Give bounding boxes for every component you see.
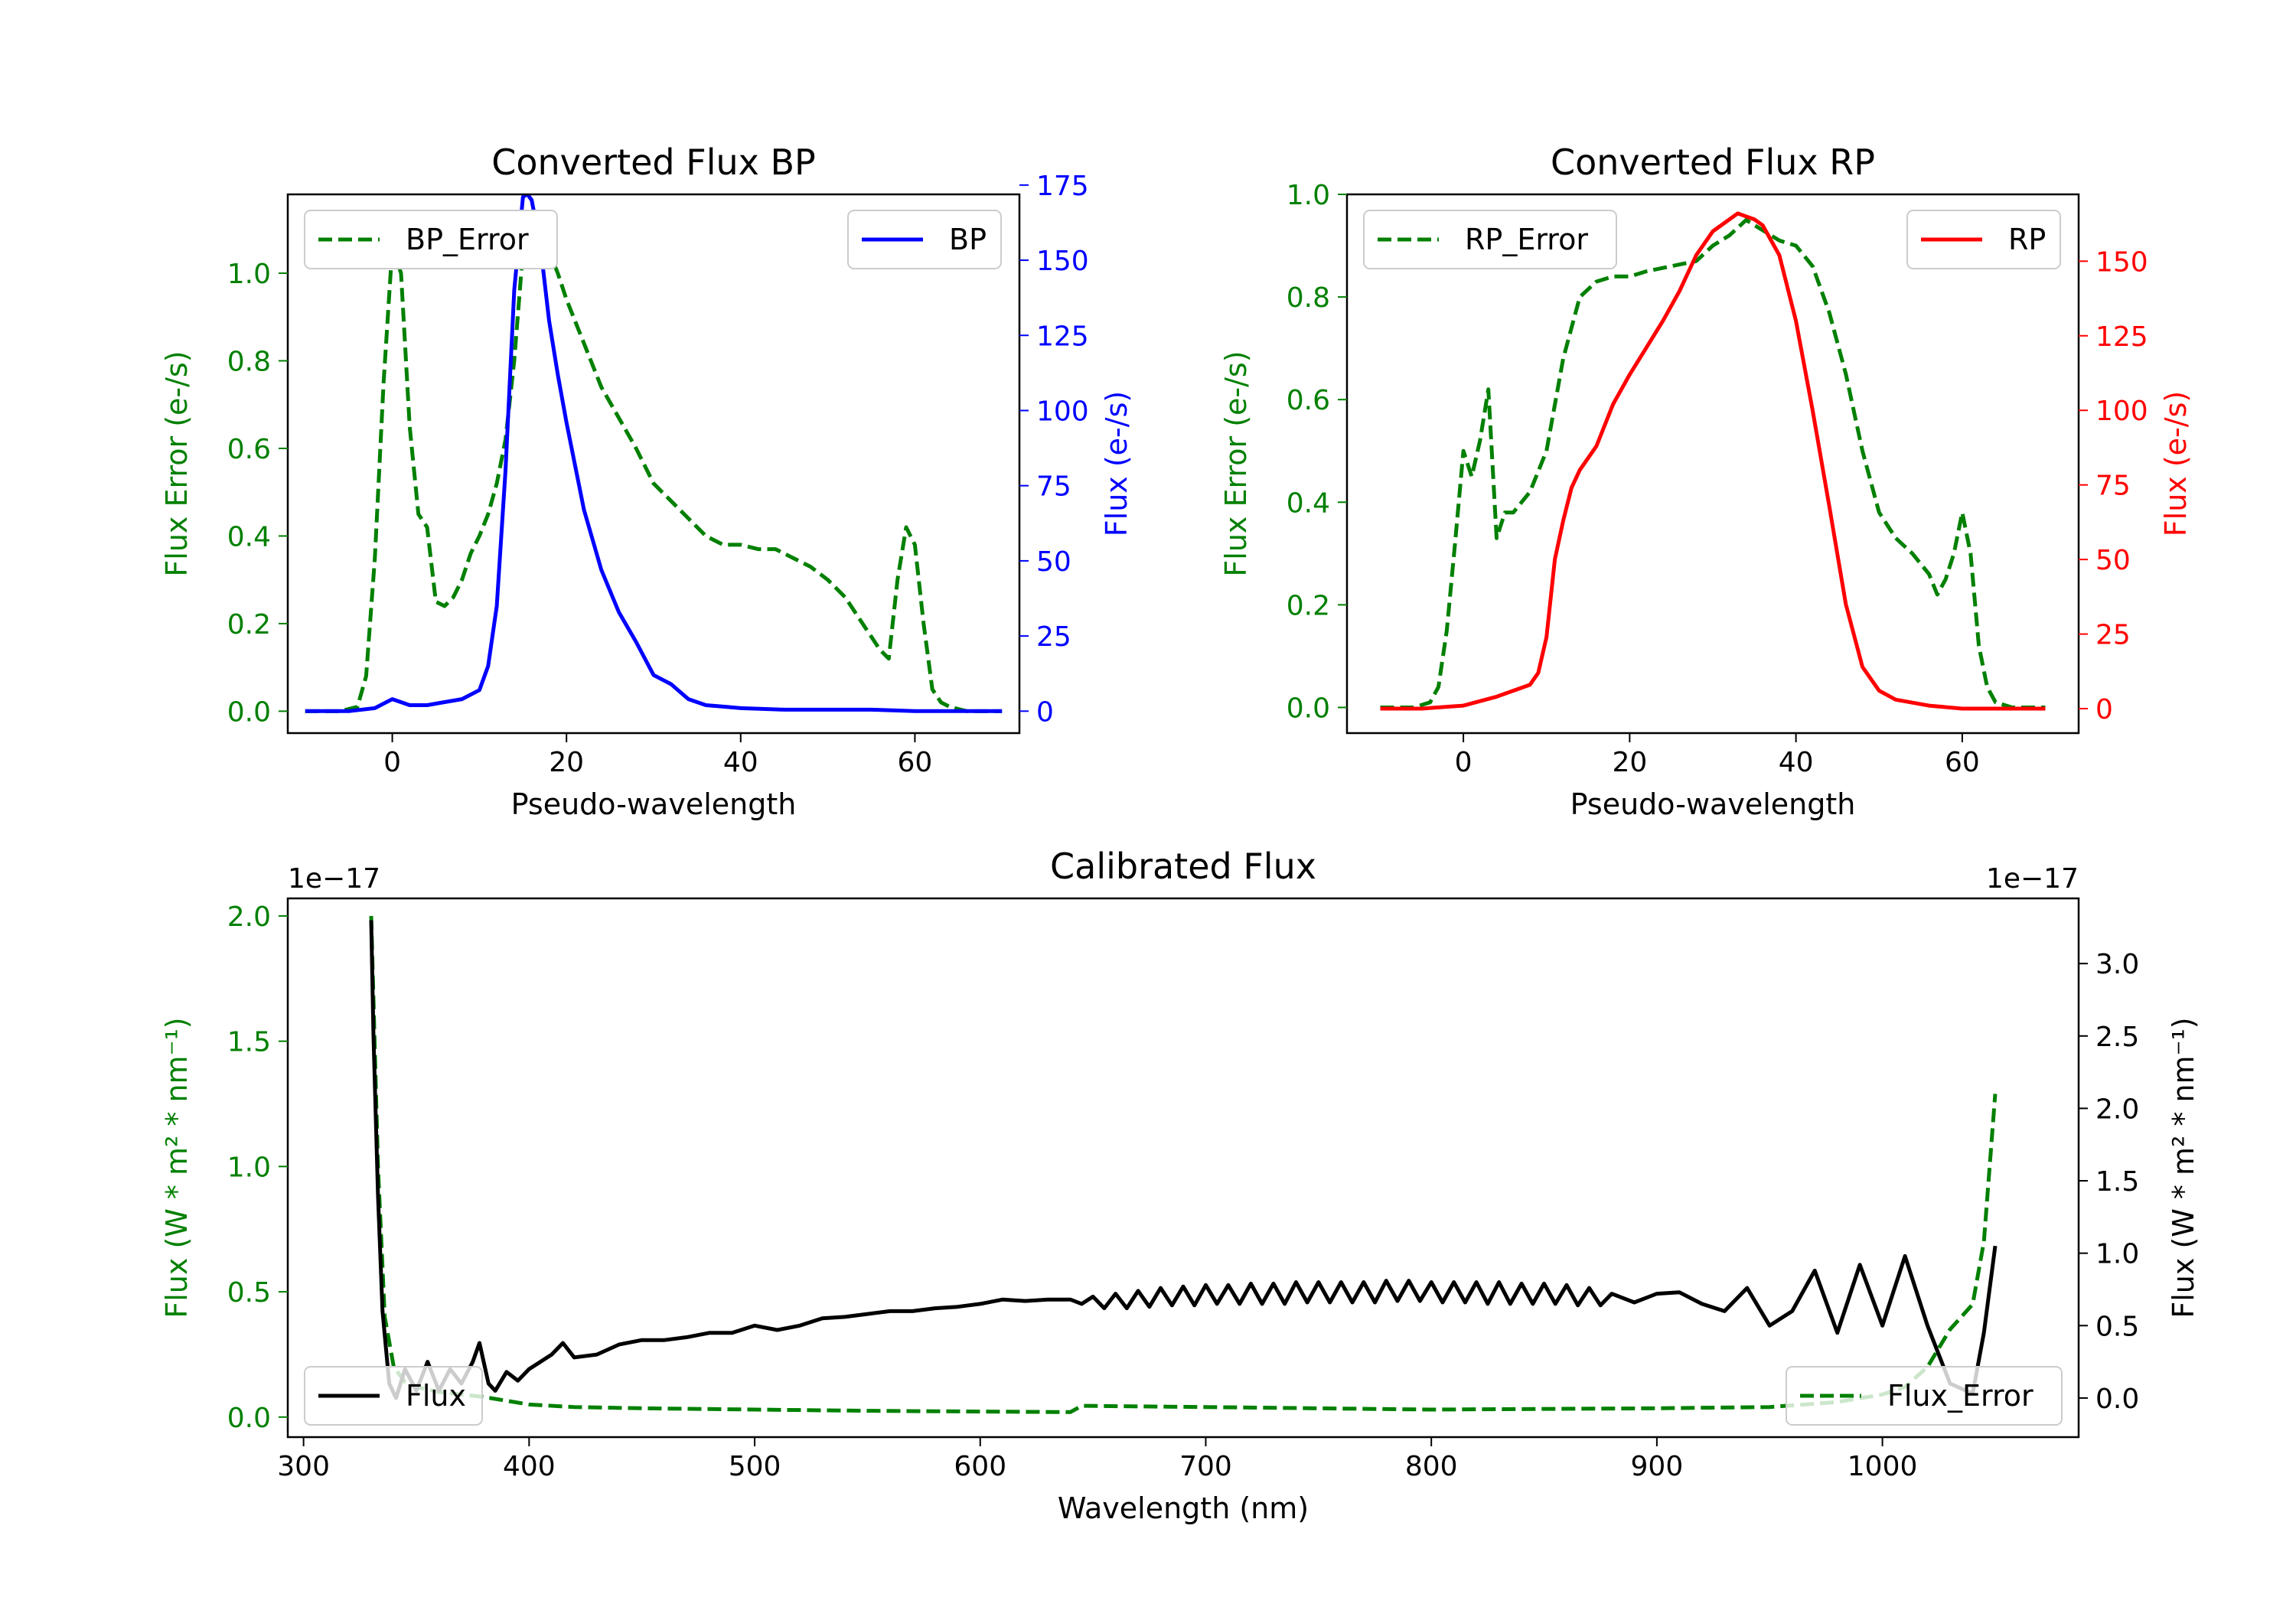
- y-left-tick-label: 0.4: [1287, 487, 1330, 519]
- y-left-axis-label: Flux Error (e-/s): [1219, 350, 1253, 576]
- legend-box: [304, 210, 558, 269]
- y-left-tick-label: 0.0: [1287, 693, 1330, 724]
- x-tick-label: 500: [729, 1451, 781, 1482]
- series-line-bp: [305, 194, 1003, 713]
- x-tick-label: 700: [1179, 1451, 1232, 1482]
- chart-title: Converted Flux RP: [1551, 142, 1875, 183]
- y-right-tick-label: 100: [2095, 396, 2148, 427]
- x-tick-label: 600: [954, 1451, 1006, 1482]
- y-left-tick-label: 0.0: [227, 1403, 271, 1434]
- x-tick-label: 0: [1455, 747, 1473, 778]
- plot-frame: [286, 897, 2080, 1439]
- y-right-tick-label: 2.0: [2095, 1094, 2139, 1125]
- y-right-axis-label: Flux (e-/s): [1100, 391, 1133, 536]
- x-tick-label: 0: [383, 747, 401, 778]
- x-tick-label: 400: [503, 1451, 556, 1482]
- legend-box: [1363, 210, 1617, 269]
- legend-bp: BP: [847, 210, 1002, 269]
- legend-label: Flux: [406, 1379, 466, 1413]
- x-tick-label: 300: [277, 1451, 330, 1482]
- y-left-tick-label: 0.4: [227, 521, 271, 553]
- y-right-tick-label: 125: [2095, 321, 2148, 353]
- x-tick-label: 60: [1945, 747, 1980, 778]
- y-left-offset-label: 1e−17: [288, 863, 380, 895]
- y-left-tick-label: 1.0: [1287, 180, 1330, 211]
- y-left-tick-label: 0.8: [1287, 282, 1330, 314]
- chart-title: Converted Flux BP: [491, 142, 816, 183]
- y-right-tick-label: 50: [1036, 546, 1071, 578]
- legend-label: RP: [2008, 223, 2046, 256]
- legend-label: Flux_Error: [1887, 1379, 2033, 1413]
- y-right-tick-label: 25: [1036, 621, 1071, 653]
- y-left-tick-label: 0.2: [227, 609, 271, 641]
- y-right-tick-label: 125: [1036, 321, 1089, 352]
- legend-flux: Flux: [304, 1366, 483, 1426]
- legend-box: [1906, 210, 2061, 269]
- y-right-tick-label: 25: [2095, 620, 2131, 651]
- legend-label: BP_Error: [406, 223, 529, 256]
- y-right-tick-label: 150: [2095, 246, 2148, 278]
- x-tick-label: 40: [1779, 747, 1814, 778]
- legend-label: RP_Error: [1465, 223, 1588, 256]
- y-right-offset-label: 1e−17: [1986, 863, 2079, 895]
- series-line-bp-error: [305, 232, 1003, 713]
- x-tick-label: 900: [1631, 1451, 1684, 1482]
- y-right-tick-label: 100: [1036, 396, 1089, 427]
- chart-calibrated: 300 400 500 600 700 800 900 1000 0.0 0.5 1.0 1.5 2.0…: [160, 846, 2200, 1525]
- y-left-tick-label: 0.5: [227, 1277, 271, 1309]
- y-left-tick-label: 1.0: [227, 1152, 271, 1183]
- y-right-axis-label: Flux (W * m² * nm⁻¹): [2167, 1017, 2200, 1318]
- y-left-tick-label: 0.6: [1287, 385, 1330, 416]
- y-right-tick-label: 2.5: [2095, 1022, 2139, 1053]
- y-right-axis-label: Flux (e-/s): [2159, 391, 2193, 536]
- x-tick-label: 1000: [1848, 1451, 1918, 1482]
- legend-bp-error: BP_Error: [304, 210, 558, 269]
- y-left-tick-label: 0.6: [227, 434, 271, 465]
- legend-box: [847, 210, 1002, 269]
- x-tick-label: 20: [1612, 747, 1647, 778]
- plot-frame: [286, 193, 1021, 735]
- y-left-tick-label: 2.0: [227, 901, 271, 933]
- series-line-rp-error: [1380, 218, 2046, 709]
- plot-frame: [1345, 193, 2080, 735]
- y-left-tick-label: 0.8: [227, 346, 271, 377]
- y-right-tick-label: 1.5: [2095, 1166, 2139, 1198]
- x-axis-label: Pseudo-wavelength: [511, 787, 797, 821]
- legend-rp-error: RP_Error: [1363, 210, 1617, 269]
- chart-rp: 0 20 40 60 0.0 0.2 0.4 0.6 0.8 1.0 0 25 50 75 100 125 15…: [1219, 142, 2193, 821]
- y-right-tick-label: 3.0: [2095, 949, 2139, 980]
- x-axis-label: Pseudo-wavelength: [1570, 787, 1856, 821]
- y-left-axis-label: Flux Error (e-/s): [160, 350, 194, 576]
- chart-title: Calibrated Flux: [1050, 846, 1316, 887]
- y-left-tick-label: 1.0: [227, 259, 271, 290]
- y-right-tick-label: 50: [2095, 545, 2131, 576]
- x-axis-label: Wavelength (nm): [1058, 1491, 1309, 1525]
- chart-bp: 0 20 40 60 0.0 0.2 0.4 0.6 0.8 1.0 0 25 50 75 100 125 15…: [160, 142, 1133, 821]
- y-right-tick-label: 0.5: [2095, 1311, 2139, 1342]
- legend-box: [304, 1366, 483, 1426]
- y-left-tick-label: 1.5: [227, 1027, 271, 1058]
- x-tick-label: 60: [898, 747, 933, 778]
- y-right-tick-label: 175: [1036, 171, 1089, 202]
- legend-box: [1786, 1366, 2063, 1426]
- x-tick-label: 40: [723, 747, 758, 778]
- y-left-axis-label: Flux (W * m² * nm⁻¹): [160, 1017, 194, 1318]
- legend-flux-error: Flux_Error: [1786, 1366, 2063, 1426]
- legend-label: BP: [949, 223, 987, 256]
- series-line-rp: [1380, 211, 2046, 711]
- y-right-tick-label: 0: [2095, 694, 2113, 725]
- y-left-tick-label: 0.2: [1287, 590, 1330, 621]
- y-left-tick-label: 0.0: [227, 696, 271, 728]
- x-tick-label: 20: [549, 747, 584, 778]
- y-right-tick-label: 75: [2095, 471, 2131, 502]
- y-right-tick-label: 0.0: [2095, 1384, 2139, 1415]
- x-tick-label: 800: [1405, 1451, 1458, 1482]
- series-line-flux: [369, 920, 1998, 1400]
- y-right-tick-label: 150: [1036, 246, 1089, 277]
- y-right-tick-label: 1.0: [2095, 1239, 2139, 1270]
- y-right-tick-label: 75: [1036, 471, 1071, 503]
- legend-rp: RP: [1906, 210, 2061, 269]
- y-right-tick-label: 0: [1036, 696, 1054, 728]
